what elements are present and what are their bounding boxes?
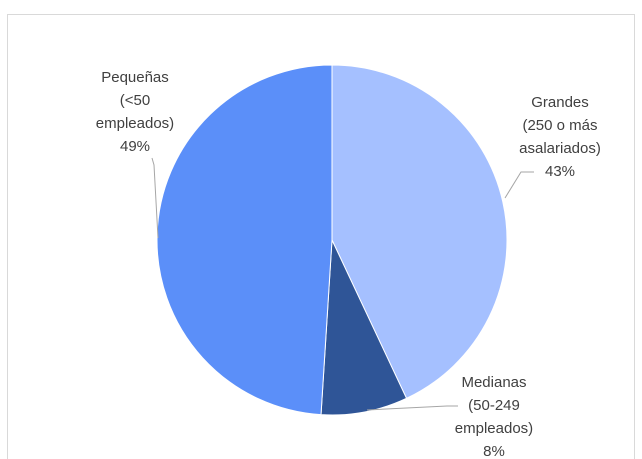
leader-line-0 [504, 171, 534, 199]
leader-line-2 [151, 157, 159, 239]
slice-label-line: Grandes [531, 94, 589, 111]
pie-slice-2 [156, 64, 333, 416]
slice-label-line: 43% [545, 163, 575, 180]
slice-label-line: asalariados) [519, 140, 601, 157]
slice-label-line: empleados) [96, 115, 174, 132]
slice-label-line: 49% [120, 138, 150, 155]
slice-label-2: Pequeñas (<50 empleados) 49% [96, 69, 174, 155]
slice-label-line: 8% [483, 443, 505, 459]
slice-label-line: empleados) [455, 420, 533, 437]
slice-label-line: (50-249 [468, 397, 520, 414]
slice-label-line: Pequeñas [101, 69, 169, 86]
leader-line-1 [366, 405, 458, 411]
slice-label-line: (<50 [120, 92, 150, 109]
slice-label-line: Medianas [461, 374, 526, 391]
pie-slice-0 [331, 64, 508, 400]
slice-label-1: Medianas (50-249 empleados) 8% [455, 374, 533, 459]
slice-label-line: (250 o más [522, 117, 597, 134]
slice-label-0: Grandes (250 o más asalariados) 43% [519, 94, 601, 180]
